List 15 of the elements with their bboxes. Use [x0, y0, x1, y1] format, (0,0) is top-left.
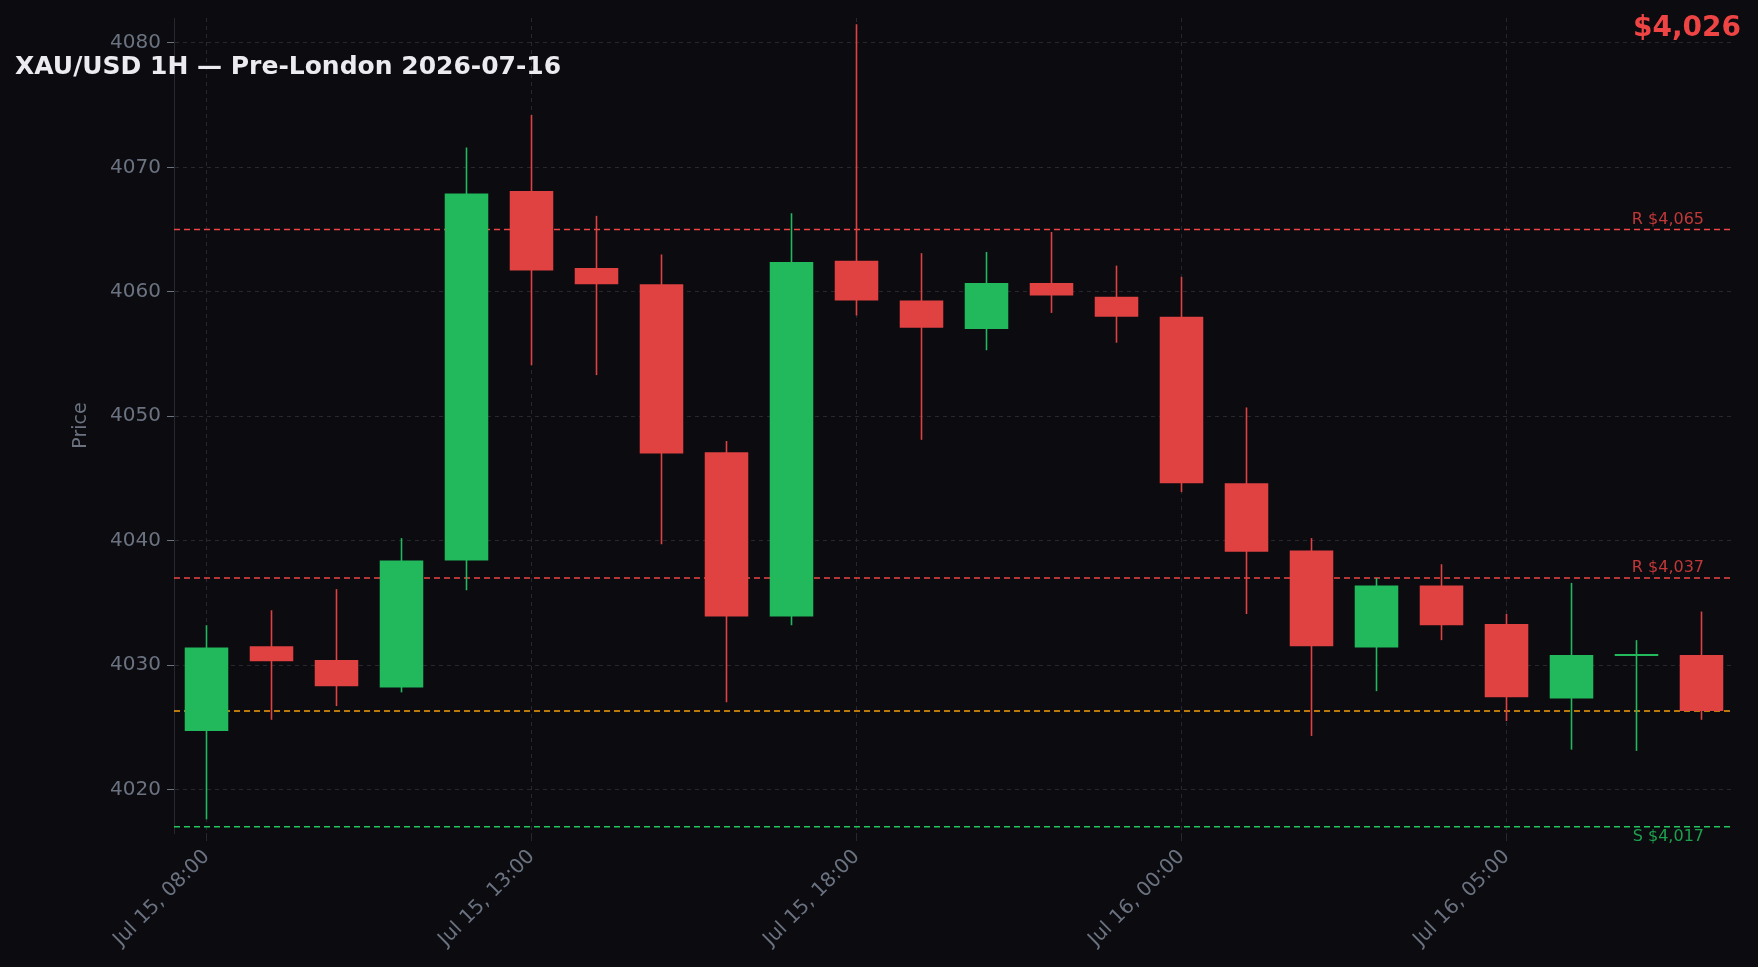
y-tick-label: 4060 [110, 277, 161, 302]
y-tick-label: 4080 [110, 29, 161, 54]
candlestick [1614, 639, 1659, 752]
y-tick-label: 4040 [110, 526, 161, 551]
y-tick-label: 4070 [110, 153, 161, 178]
y-tick-label: 4030 [110, 651, 161, 676]
y-tick-label: 4050 [110, 402, 161, 427]
ref-line-label: S $4,017 [1632, 825, 1704, 845]
y-tick-label: 4020 [110, 775, 161, 800]
ref-line-label: R $4,037 [1631, 557, 1704, 577]
text: XAU/USD 1H — Pre-London 2026-07-16 [15, 51, 562, 81]
y-axis-title: Price [68, 402, 91, 449]
ref-line-label: R $4,065 [1631, 208, 1704, 228]
candlestick [574, 215, 619, 376]
annotation: $4,026 [1632, 10, 1741, 44]
